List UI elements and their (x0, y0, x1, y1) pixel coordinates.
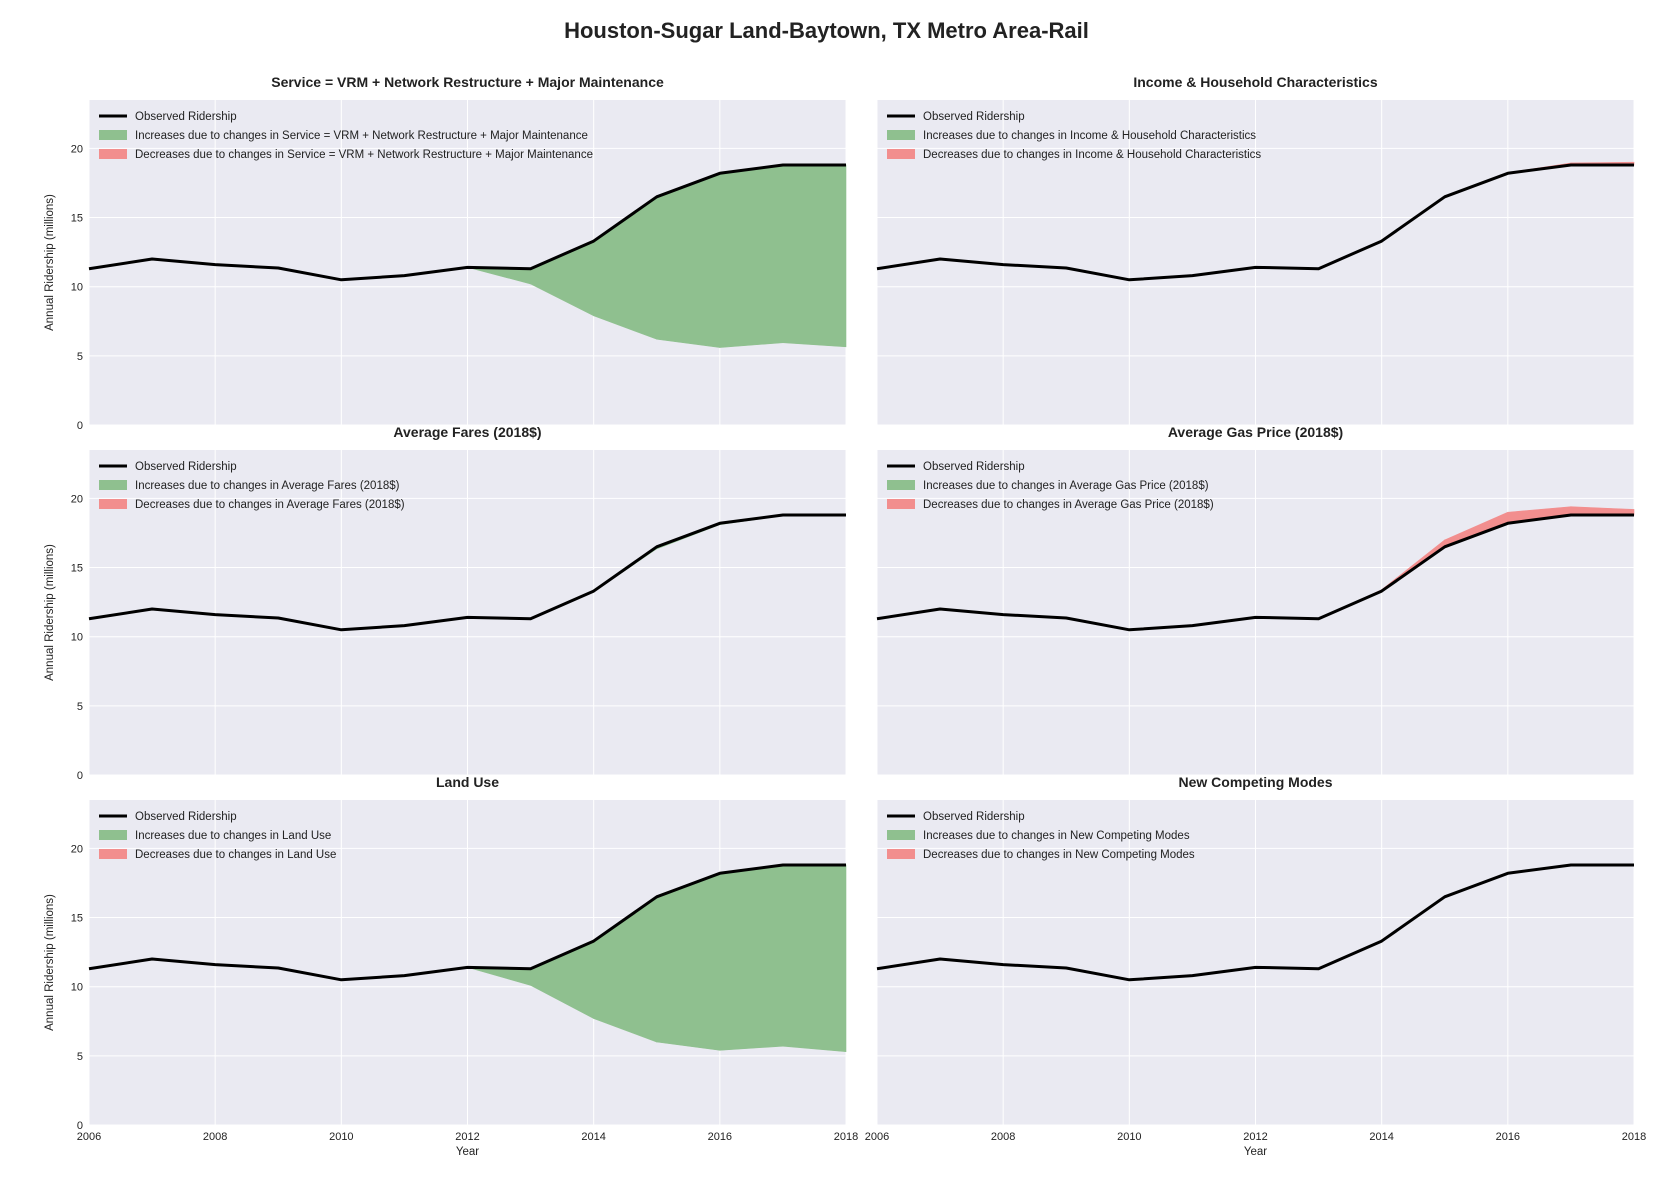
y-tick-label: 10 (71, 982, 83, 994)
x-tick-label: 2012 (1243, 1131, 1267, 1143)
legend: Observed Ridership Increases due to chang… (887, 811, 1195, 861)
y-axis-label: Annual Ridership (millions) (44, 894, 56, 1031)
y-tick-label: 0 (77, 1120, 83, 1132)
legend-label: Observed Ridership (923, 111, 1025, 123)
legend: Observed Ridership Increases due to chang… (99, 461, 405, 511)
legend-label: Increases due to changes in Land Use (135, 830, 331, 842)
figure-title: Houston-Sugar Land-Baytown, TX Metro Are… (564, 18, 1089, 43)
x-tick-label: 2012 (455, 1131, 479, 1143)
panel-3: Average Fares (2018$) 0 5 10 15 20 Annual Ride… (44, 424, 847, 782)
legend-label: Decreases due to changes in Land Use (135, 849, 336, 861)
panel-title: New Competing Modes (1178, 774, 1332, 790)
panel-4: Average Gas Price (2018$) Observed Riders… (876, 424, 1635, 776)
y-tick-label: 0 (77, 770, 83, 782)
legend-increase-swatch (99, 130, 127, 140)
increase-area (719, 164, 784, 348)
panel-title: Income & Household Characteristics (1133, 74, 1378, 90)
x-tick-label: 2006 (865, 1131, 889, 1143)
observed-ridership-line (876, 863, 1634, 982)
y-tick-label: 15 (71, 563, 83, 575)
y-tick-label: 20 (71, 843, 83, 855)
y-axis-label: Annual Ridership (millions) (44, 194, 56, 331)
y-tick-label: 10 (71, 282, 83, 294)
increase-area (719, 864, 784, 1051)
x-axis-label: Year (456, 1146, 479, 1158)
legend-label: Decreases due to changes in Average Fare… (135, 499, 405, 511)
x-tick-label: 2018 (834, 1131, 858, 1143)
x-tick-label: 2008 (991, 1131, 1015, 1143)
x-tick-label: 2006 (77, 1131, 101, 1143)
y-tick-label: 5 (77, 1051, 83, 1063)
legend-label: Decreases due to changes in Income & Hou… (923, 149, 1261, 161)
increase-area (656, 172, 721, 348)
legend-decrease-swatch (99, 499, 127, 509)
legend-label: Observed Ridership (135, 811, 237, 823)
legend-increase-swatch (887, 480, 915, 490)
legend-increase-swatch (99, 830, 127, 840)
x-tick-label: 2010 (329, 1131, 353, 1143)
y-tick-label: 5 (77, 351, 83, 363)
increase-area (656, 872, 721, 1051)
legend: Observed Ridership Increases due to chang… (99, 111, 593, 161)
legend-decrease-swatch (887, 849, 915, 859)
observed-ridership-line (876, 163, 1634, 282)
x-axis-label: Year (1244, 1146, 1267, 1158)
legend-label: Observed Ridership (923, 811, 1025, 823)
panel-title: Average Gas Price (2018$) (1168, 424, 1343, 440)
legend-decrease-swatch (99, 849, 127, 859)
legend-decrease-swatch (99, 149, 127, 159)
legend-label: Increases due to changes in New Competin… (923, 830, 1190, 842)
legend-increase-swatch (887, 130, 915, 140)
panel-2: Income & Household Characteristics Observ… (876, 74, 1635, 426)
legend-decrease-swatch (887, 499, 915, 509)
legend-label: Increases due to changes in Service = VR… (135, 130, 588, 142)
legend: Observed Ridership Increases due to chang… (887, 461, 1214, 511)
legend: Observed Ridership Increases due to chang… (99, 811, 336, 861)
y-tick-label: 15 (71, 913, 83, 925)
increase-area (782, 864, 847, 1053)
observed-ridership-line (88, 513, 846, 632)
x-tick-label: 2018 (1622, 1131, 1646, 1143)
y-tick-label: 15 (71, 213, 83, 225)
legend-label: Increases due to changes in Average Fare… (135, 480, 400, 492)
legend-label: Decreases due to changes in Average Gas … (923, 499, 1214, 511)
legend-label: Observed Ridership (135, 111, 237, 123)
y-tick-label: 10 (71, 632, 83, 644)
legend-increase-swatch (887, 830, 915, 840)
x-tick-label: 2014 (1369, 1131, 1393, 1143)
panel-title: Service = VRM + Network Restructure + Ma… (271, 74, 664, 90)
legend: Observed Ridership Increases due to chang… (887, 111, 1261, 161)
observed-ridership-line (88, 163, 846, 282)
x-tick-label: 2016 (1496, 1131, 1520, 1143)
observed-ridership-line (876, 513, 1634, 632)
legend-decrease-swatch (887, 149, 915, 159)
panel-6: New Competing Modes 2006 2008 2010 2012 2014 2… (865, 774, 1646, 1158)
legend-increase-swatch (99, 480, 127, 490)
y-axis-label: Annual Ridership (millions) (44, 544, 56, 681)
legend-label: Decreases due to changes in Service = VR… (135, 149, 593, 161)
x-tick-label: 2010 (1117, 1131, 1141, 1143)
x-tick-label: 2008 (203, 1131, 227, 1143)
legend-label: Increases due to changes in Average Gas … (923, 480, 1209, 492)
y-tick-label: 5 (77, 701, 83, 713)
x-tick-label: 2016 (708, 1131, 732, 1143)
increase-area (782, 164, 847, 348)
panel-title: Land Use (436, 774, 499, 790)
y-tick-label: 0 (77, 420, 83, 432)
y-tick-label: 20 (71, 493, 83, 505)
panel-5: Land Use 0 5 10 15 20 2006 2008 2010 2012 2014 2016… (44, 774, 858, 1158)
y-tick-label: 20 (71, 143, 83, 155)
legend-label: Observed Ridership (135, 461, 237, 473)
x-tick-label: 2014 (581, 1131, 605, 1143)
legend-label: Increases due to changes in Income & Hou… (923, 130, 1256, 142)
observed-ridership-line (88, 863, 846, 982)
legend-label: Observed Ridership (923, 461, 1025, 473)
panel-1: Service = VRM + Network Restructure + Ma… (44, 74, 847, 432)
panel-title: Average Fares (2018$) (393, 424, 541, 440)
legend-label: Decreases due to changes in New Competin… (923, 849, 1195, 861)
